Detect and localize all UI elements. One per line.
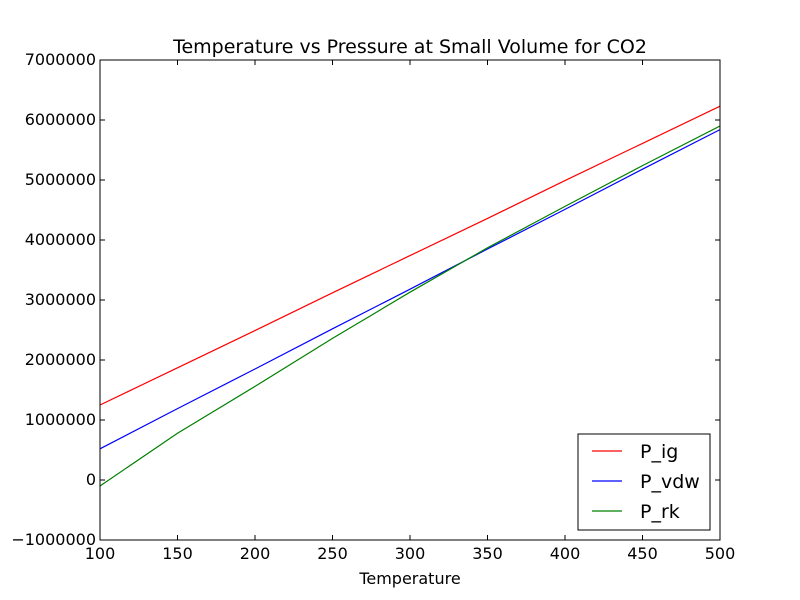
y-tick-label: 5000000 — [25, 170, 96, 189]
x-tick-label: 400 — [550, 544, 581, 563]
x-tick-label: 100 — [85, 544, 116, 563]
x-axis-label: Temperature — [358, 569, 460, 588]
x-tick-label: 450 — [627, 544, 658, 563]
y-tick-label: 1000000 — [25, 410, 96, 429]
plot-lines — [99, 105, 721, 487]
x-tick-label: 300 — [395, 544, 426, 563]
y-tick-label: 7000000 — [25, 50, 96, 69]
y-tick-label: 4000000 — [25, 230, 96, 249]
legend-label: P_rk — [640, 501, 680, 523]
y-tick-label: 0 — [86, 470, 96, 489]
legend-label: P_ig — [640, 441, 678, 463]
y-tick-label: 2000000 — [25, 350, 96, 369]
series-line-p-ig — [99, 105, 721, 406]
legend: P_ig P_vdw P_rk — [577, 433, 711, 531]
legend-label: P_vdw — [640, 471, 700, 493]
y-tick-label: 6000000 — [25, 110, 96, 129]
x-tick-label: 250 — [317, 544, 348, 563]
axis-ticks: 100 150 200 250 300 350 400 450 500 −1000000 0 1000… — [11, 50, 735, 563]
chart-title: Temperature vs Pressure at Small Volume … — [172, 36, 647, 58]
series-line-p-vdw — [99, 129, 721, 450]
y-tick-label: −1000000 — [11, 530, 96, 549]
y-tick-label: 3000000 — [25, 290, 96, 309]
legend-box — [577, 433, 711, 531]
x-tick-label: 350 — [472, 544, 503, 563]
series-line-p-rk — [99, 125, 721, 487]
x-tick-label: 500 — [705, 544, 736, 563]
x-tick-label: 200 — [240, 544, 271, 563]
x-tick-label: 150 — [162, 544, 193, 563]
